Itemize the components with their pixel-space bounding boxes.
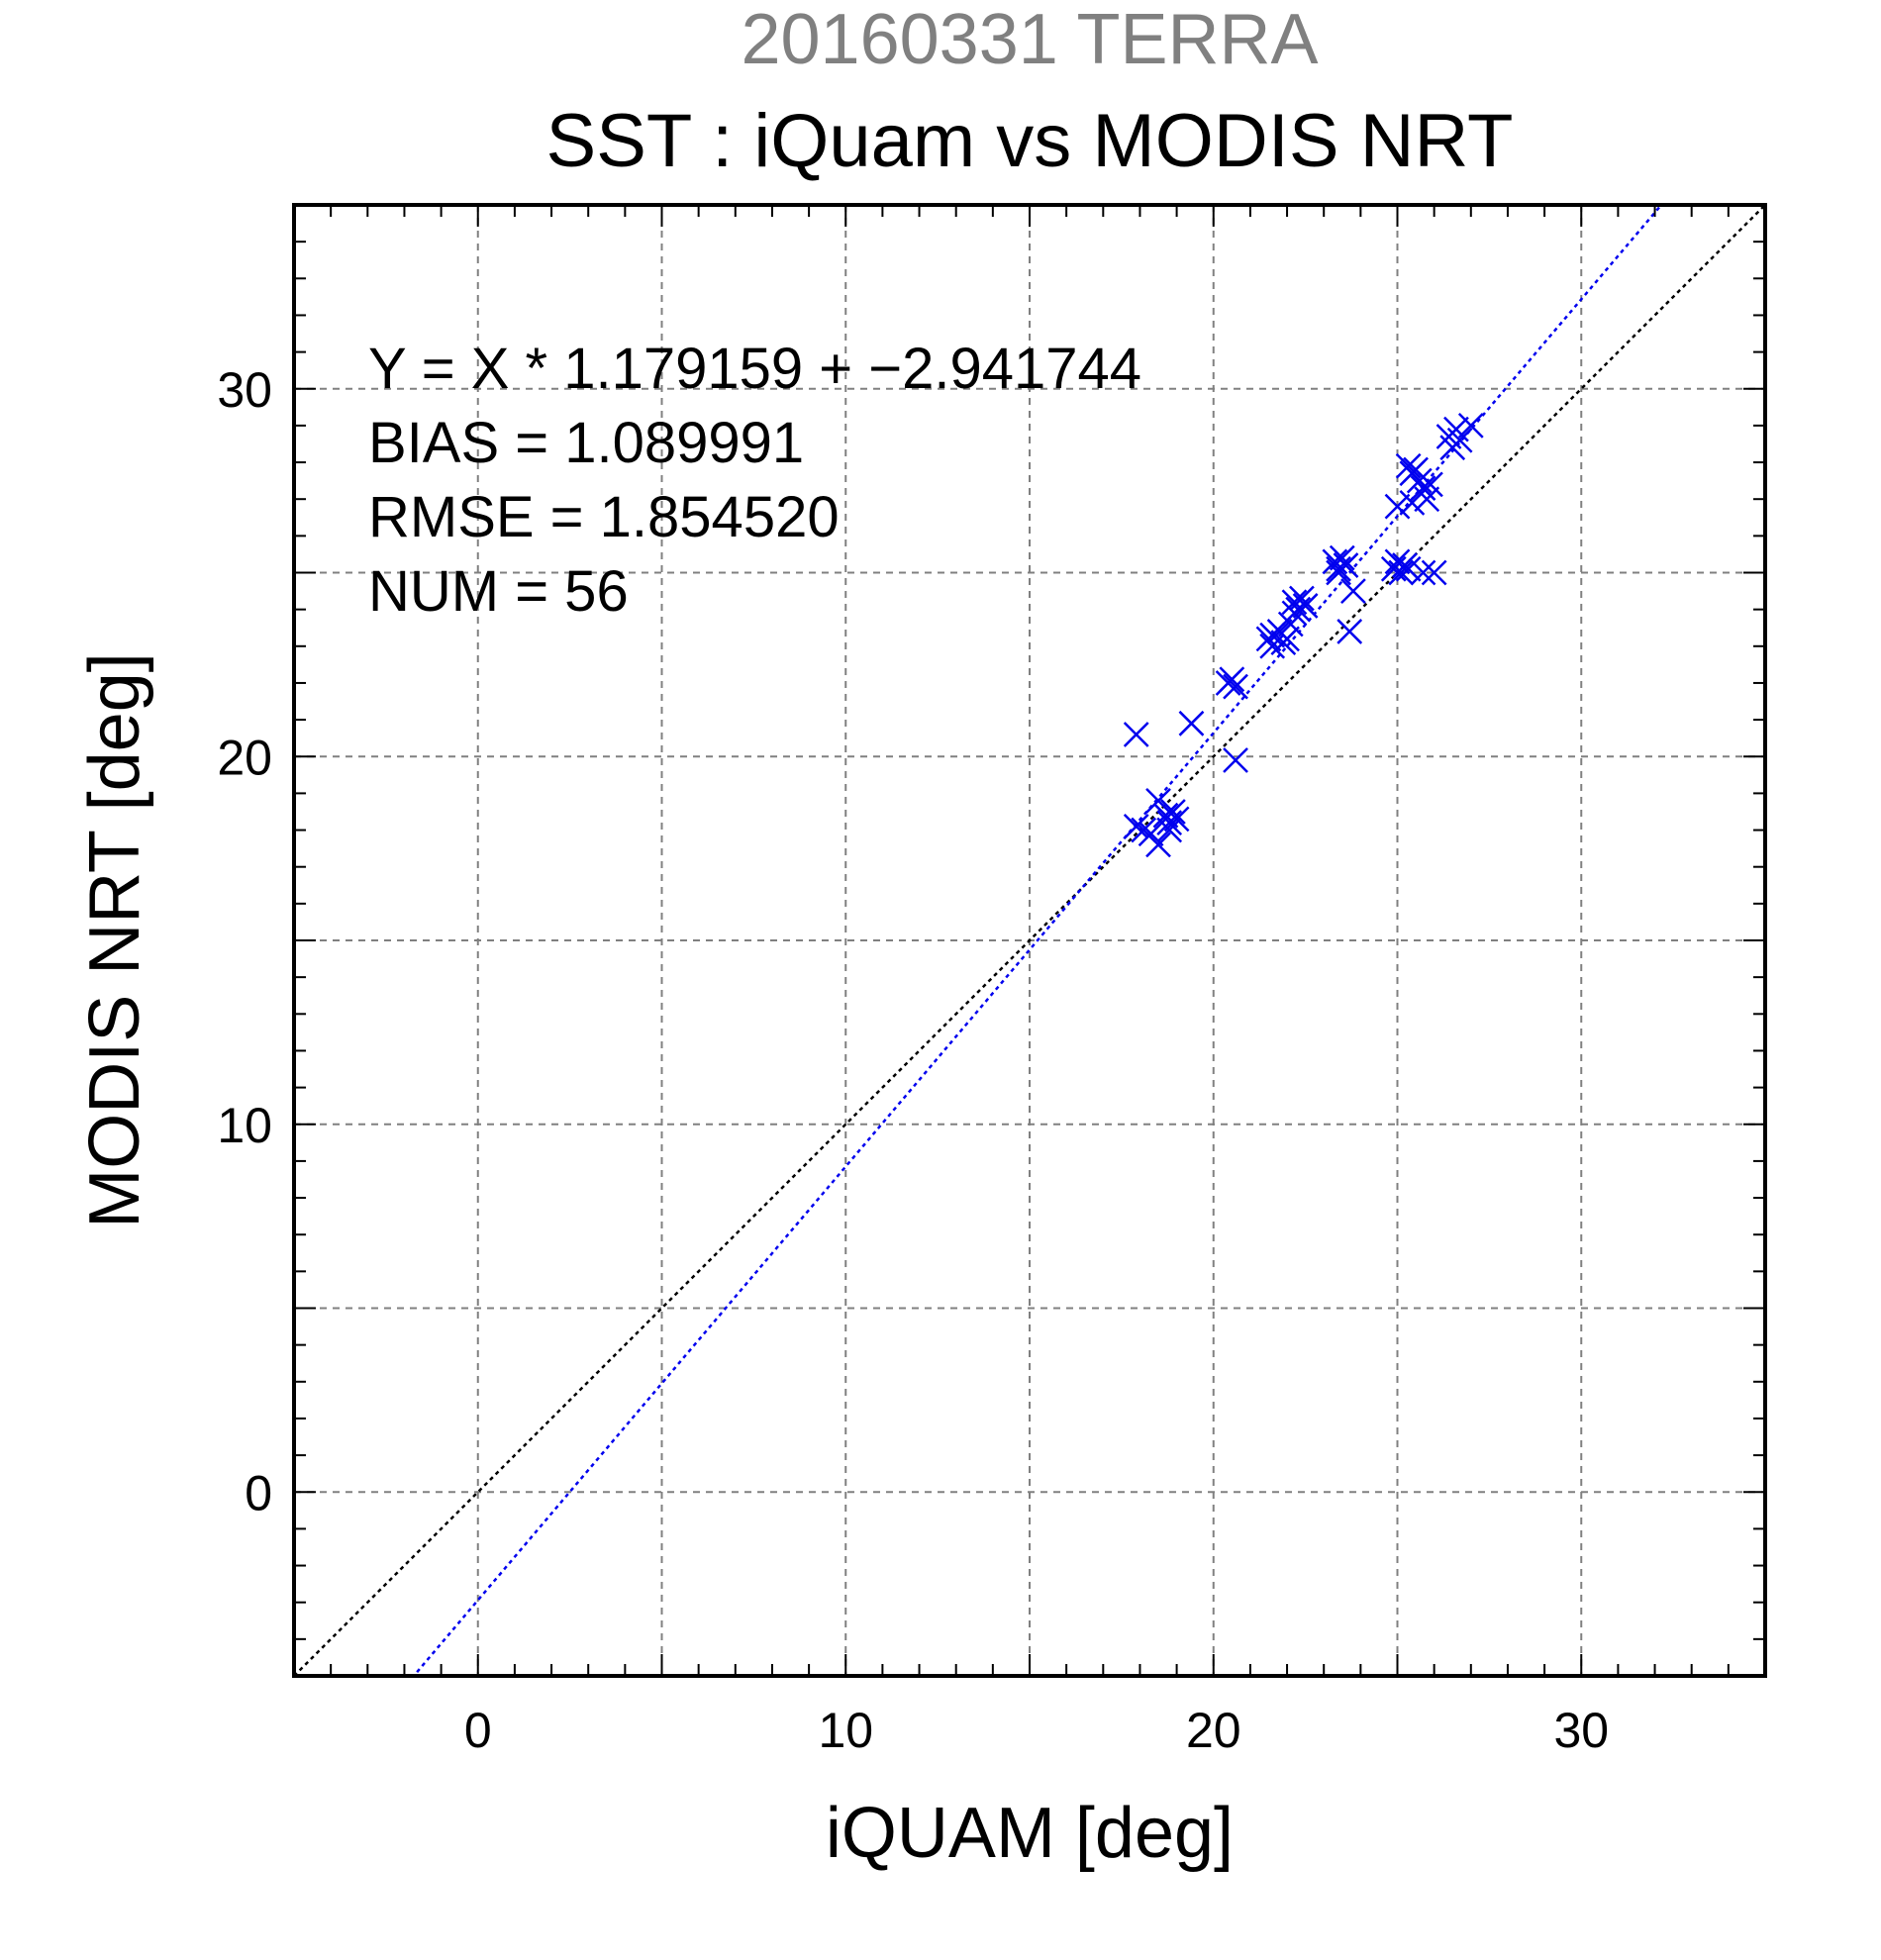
scatter-point	[1145, 832, 1171, 858]
grid-lines	[294, 205, 1765, 1676]
chart-title: 20160331 TERRA	[741, 0, 1318, 79]
x-tick-label: 10	[818, 1703, 873, 1758]
chart-subtitle: SST : iQuam vs MODIS NRT	[546, 99, 1514, 183]
scatter-point	[1414, 486, 1440, 513]
data-points	[1123, 413, 1484, 858]
scatter-point	[1292, 593, 1319, 619]
identity-line	[294, 205, 1765, 1676]
scatter-point	[1289, 585, 1315, 612]
regression-equation: Y = X * 1.179159 + −2.941744	[368, 337, 1141, 401]
num-value: NUM = 56	[368, 559, 629, 624]
tick-labels: 0 10 20 30 0 10 20 30	[217, 362, 1609, 1758]
rmse-value: RMSE = 1.854520	[368, 485, 840, 549]
scatter-point	[1259, 622, 1286, 648]
scatter-point	[1418, 471, 1443, 498]
x-tick-label: 0	[464, 1703, 492, 1758]
scatter-point	[1156, 817, 1183, 843]
stats-annotation: Y = X * 1.179159 + −2.941744 BIAS = 1.08…	[368, 337, 1141, 624]
scatter-point	[1281, 600, 1308, 627]
scatter-point	[1388, 559, 1415, 586]
reference-lines	[294, 205, 1765, 1676]
scatter-point	[1410, 559, 1436, 586]
regression-line	[412, 205, 1663, 1676]
scatter-point	[1223, 673, 1248, 700]
scatter-point	[1223, 747, 1248, 773]
scatter-point	[1163, 806, 1190, 833]
x-axis-label: iQUAM [deg]	[826, 1794, 1234, 1873]
scatter-point	[1446, 427, 1473, 453]
scatter-point	[1384, 493, 1411, 520]
scatter-point	[1457, 413, 1484, 439]
scatter-point	[1329, 544, 1355, 571]
scatter-point	[1123, 722, 1149, 747]
scatter-point	[1336, 619, 1363, 644]
y-tick-label: 30	[217, 362, 272, 418]
y-tick-label: 0	[245, 1465, 272, 1520]
scatter-point	[1123, 813, 1149, 839]
y-tick-label: 10	[217, 1098, 272, 1153]
scatter-point	[1326, 559, 1351, 586]
scatter-point	[1274, 626, 1300, 652]
x-tick-label: 20	[1186, 1703, 1241, 1758]
y-tick-label: 20	[217, 730, 272, 785]
scatter-point	[1178, 710, 1205, 736]
scatter-point	[1395, 452, 1422, 479]
scatter-point	[1395, 555, 1422, 582]
scatter-point	[1219, 666, 1245, 693]
scatter-point	[1340, 578, 1366, 604]
y-axis-label: MODIS NRT [deg]	[75, 652, 154, 1228]
scatter-point	[1421, 559, 1447, 586]
x-tick-label: 30	[1553, 1703, 1609, 1758]
bias-value: BIAS = 1.089991	[368, 411, 804, 475]
plot-frame	[292, 203, 1767, 1678]
